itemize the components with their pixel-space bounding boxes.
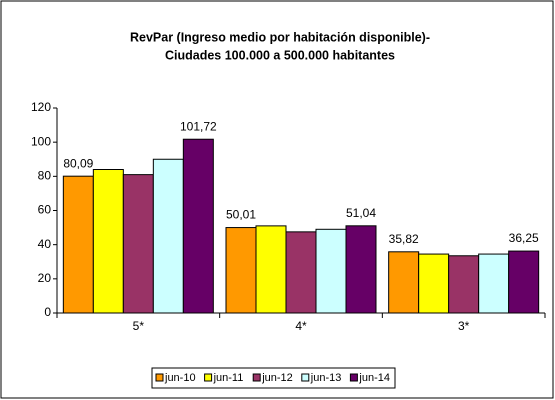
y-tick-label: 40 [38, 237, 52, 251]
bar [345, 225, 377, 314]
chart-title: RevPar (Ingreso medio por habitación dis… [130, 30, 430, 44]
bar [255, 225, 287, 314]
x-tick-label: 3* [458, 319, 470, 333]
legend-swatch [301, 373, 310, 382]
data-label: 51,04 [346, 206, 376, 220]
legend-swatch [155, 373, 164, 382]
y-tick-label: 100 [31, 134, 51, 148]
data-label: 36,25 [509, 231, 539, 245]
bar [285, 231, 317, 314]
bar [508, 250, 540, 314]
legend-label: jun-10 [164, 372, 196, 384]
chart-title: Ciudades 100.000 a 500.000 habitantes [165, 48, 395, 62]
legend-frame [151, 367, 396, 389]
bar [418, 253, 450, 314]
y-tick-label: 0 [44, 305, 51, 319]
y-tick-label: 120 [31, 100, 51, 114]
data-label: 101,72 [180, 119, 217, 133]
legend-label: jun-12 [261, 372, 293, 384]
y-tick-label: 20 [38, 271, 52, 285]
bar [225, 227, 257, 314]
y-tick-label: 80 [38, 169, 52, 183]
legend-swatch [349, 373, 358, 382]
x-tick-label: 4* [295, 319, 307, 333]
data-label: 50,01 [226, 208, 256, 222]
bar [122, 174, 154, 314]
legend-label: jun-11 [213, 372, 244, 384]
data-label: 35,82 [389, 232, 419, 246]
bar [92, 169, 124, 314]
bar [388, 251, 420, 314]
legend-swatch [204, 373, 213, 382]
bar [448, 255, 480, 314]
bar [62, 175, 94, 314]
legend-label: jun-14 [358, 372, 390, 384]
data-label: 80,09 [63, 156, 93, 170]
bar [152, 158, 184, 314]
bar [315, 228, 347, 314]
x-tick-label: 5* [133, 319, 145, 333]
legend-label: jun-13 [310, 372, 342, 384]
y-tick-label: 60 [38, 203, 52, 217]
legend-swatch [252, 373, 261, 382]
bar [478, 253, 510, 314]
bar [182, 138, 214, 314]
